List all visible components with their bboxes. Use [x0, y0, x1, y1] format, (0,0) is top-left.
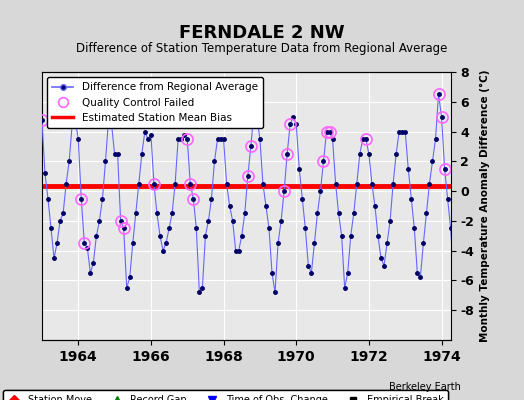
Text: Difference of Station Temperature Data from Regional Average: Difference of Station Temperature Data f…: [77, 42, 447, 55]
Text: FERNDALE 2 NW: FERNDALE 2 NW: [179, 24, 345, 42]
Text: Berkeley Earth: Berkeley Earth: [389, 382, 461, 392]
Legend: Station Move, Record Gap, Time of Obs. Change, Empirical Break: Station Move, Record Gap, Time of Obs. C…: [3, 390, 449, 400]
Y-axis label: Monthly Temperature Anomaly Difference (°C): Monthly Temperature Anomaly Difference (…: [480, 70, 490, 342]
